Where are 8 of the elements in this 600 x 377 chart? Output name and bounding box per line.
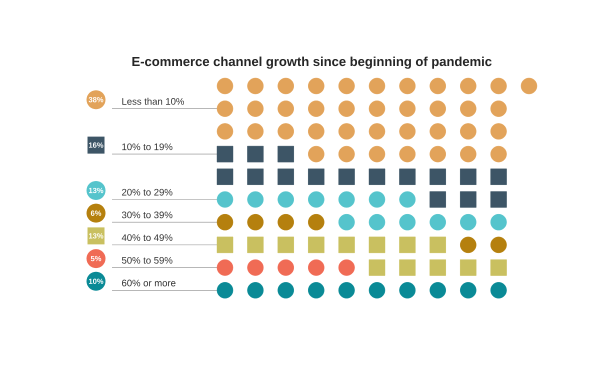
series-label: 30% to 39% [122, 212, 172, 218]
text: E-commerce channel growth since beginning of pandemic [132, 56, 492, 69]
series-label: 60% or more [122, 280, 176, 286]
series-label: 20% to 29% [122, 188, 172, 196]
series-label: 40% to 49% [122, 234, 172, 241]
series-label: 10% to 19% [122, 143, 172, 150]
series-label: Less than 10% [122, 98, 184, 105]
series-label: 50% to 59% [122, 256, 172, 264]
